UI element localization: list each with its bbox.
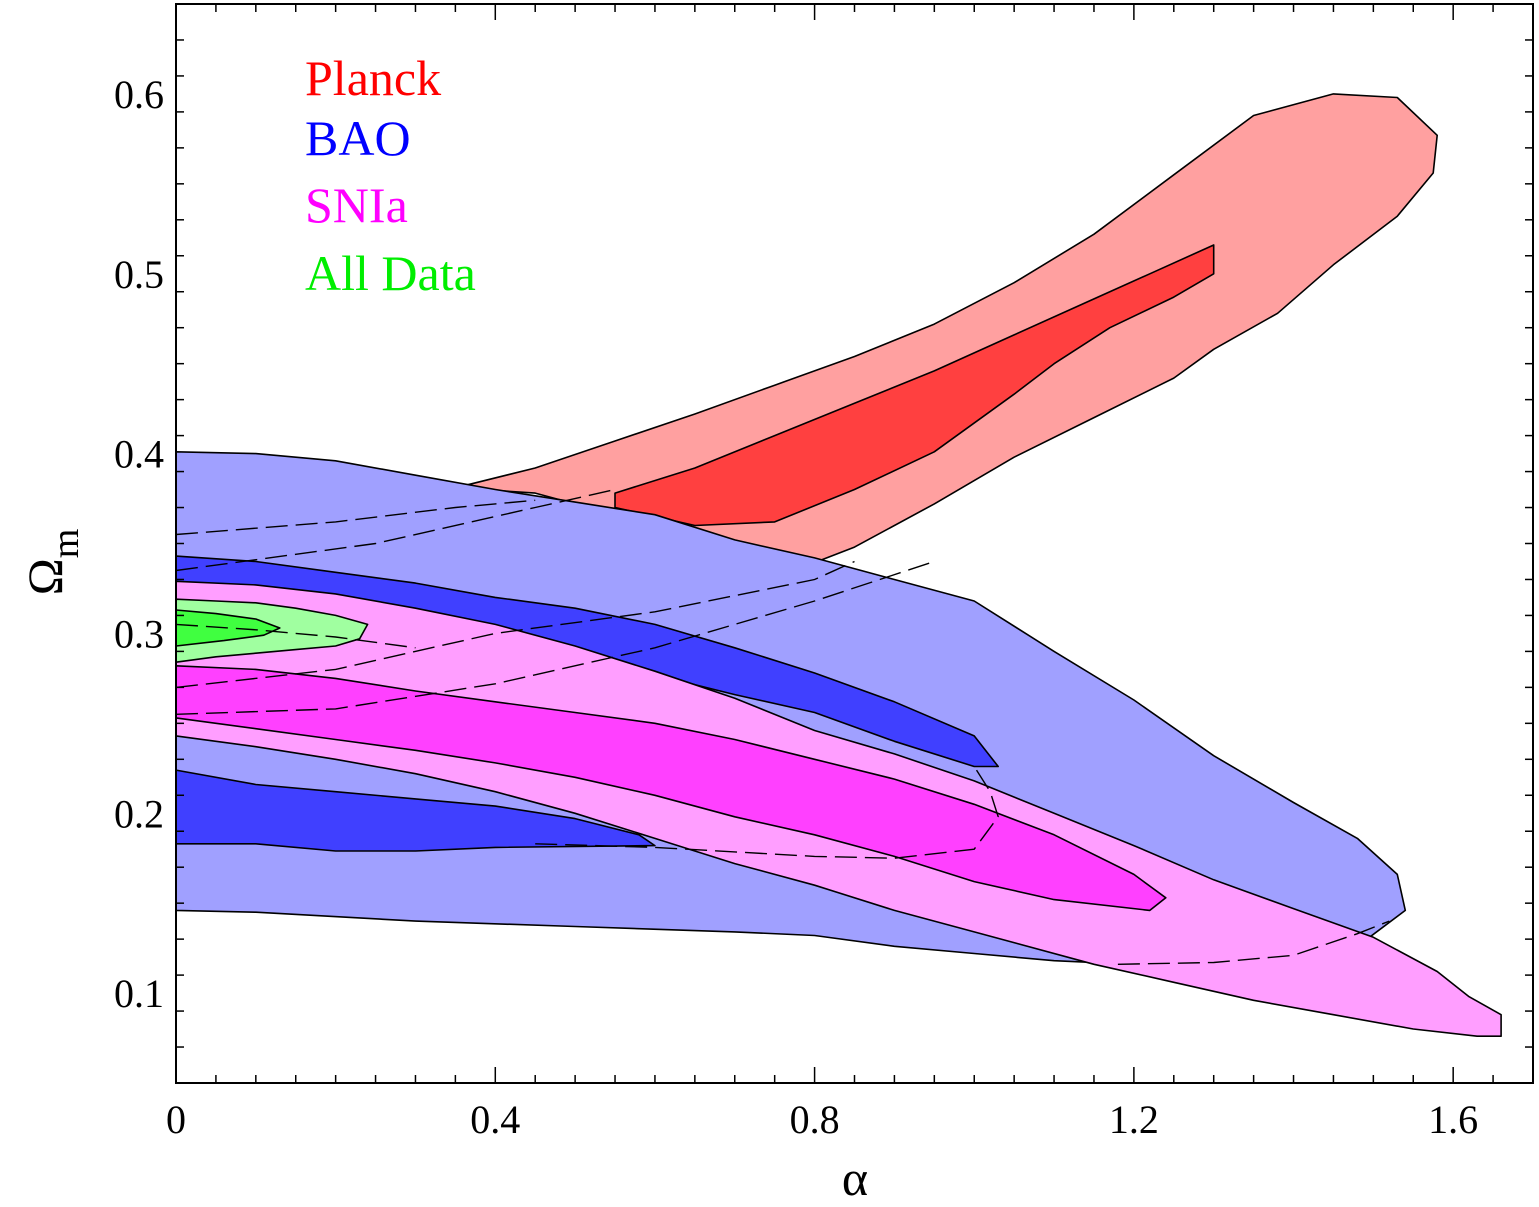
y-tick-label: 0.2	[114, 791, 164, 836]
x-tick-label: 0.8	[790, 1097, 840, 1142]
y-axis-label-symbol: Ω	[17, 558, 73, 595]
legend-item-bao: BAO	[305, 110, 411, 166]
y-axis-label: Ωm	[17, 529, 87, 596]
x-tick-label: 1.6	[1428, 1097, 1478, 1142]
contour-bao-1sigma-lower	[175, 769, 656, 852]
x-axis-label: α	[842, 1150, 868, 1206]
y-axis-label-main: Ωm	[17, 529, 87, 596]
dash-planck-lower1	[175, 560, 855, 689]
dash-planck-lower2	[175, 560, 935, 715]
x-tick-label: 0	[166, 1097, 186, 1142]
dashed-layer	[175, 488, 1390, 965]
legend-item-planck: Planck	[305, 50, 441, 106]
legend: Planck BAO SNIa All Data	[305, 50, 476, 301]
dash-planck-upper	[175, 499, 536, 536]
legend-item-all-data: All Data	[305, 245, 476, 301]
tick-layer	[175, 3, 1534, 1084]
y-tick-label: 0.4	[114, 432, 164, 477]
dash-planck-inner	[175, 488, 616, 572]
dash-bao-tail	[1117, 920, 1390, 965]
dash-bao-lower	[535, 766, 999, 859]
x-tick-label: 1.2	[1109, 1097, 1159, 1142]
legend-item-snia: SNIa	[305, 177, 408, 233]
contour-snia-1sigma	[175, 665, 1167, 912]
dash-alldata	[175, 623, 416, 649]
contour-planck-1sigma	[614, 244, 1215, 527]
y-tick-label: 0.3	[114, 611, 164, 656]
y-tick-label: 0.1	[114, 971, 164, 1016]
y-tick-label: 0.6	[114, 72, 164, 117]
contour-layer	[175, 93, 1502, 1037]
contour-planck-2sigma	[454, 93, 1438, 570]
y-tick-label: 0.5	[114, 252, 164, 297]
tick-label-layer: 0 0.4 0.8 1.2 1.6 0.1 0.2 0.3 0.4 0.5 0.6	[114, 72, 1478, 1142]
x-tick-label: 0.4	[470, 1097, 520, 1142]
y-axis-label-subscript: m	[45, 529, 87, 559]
